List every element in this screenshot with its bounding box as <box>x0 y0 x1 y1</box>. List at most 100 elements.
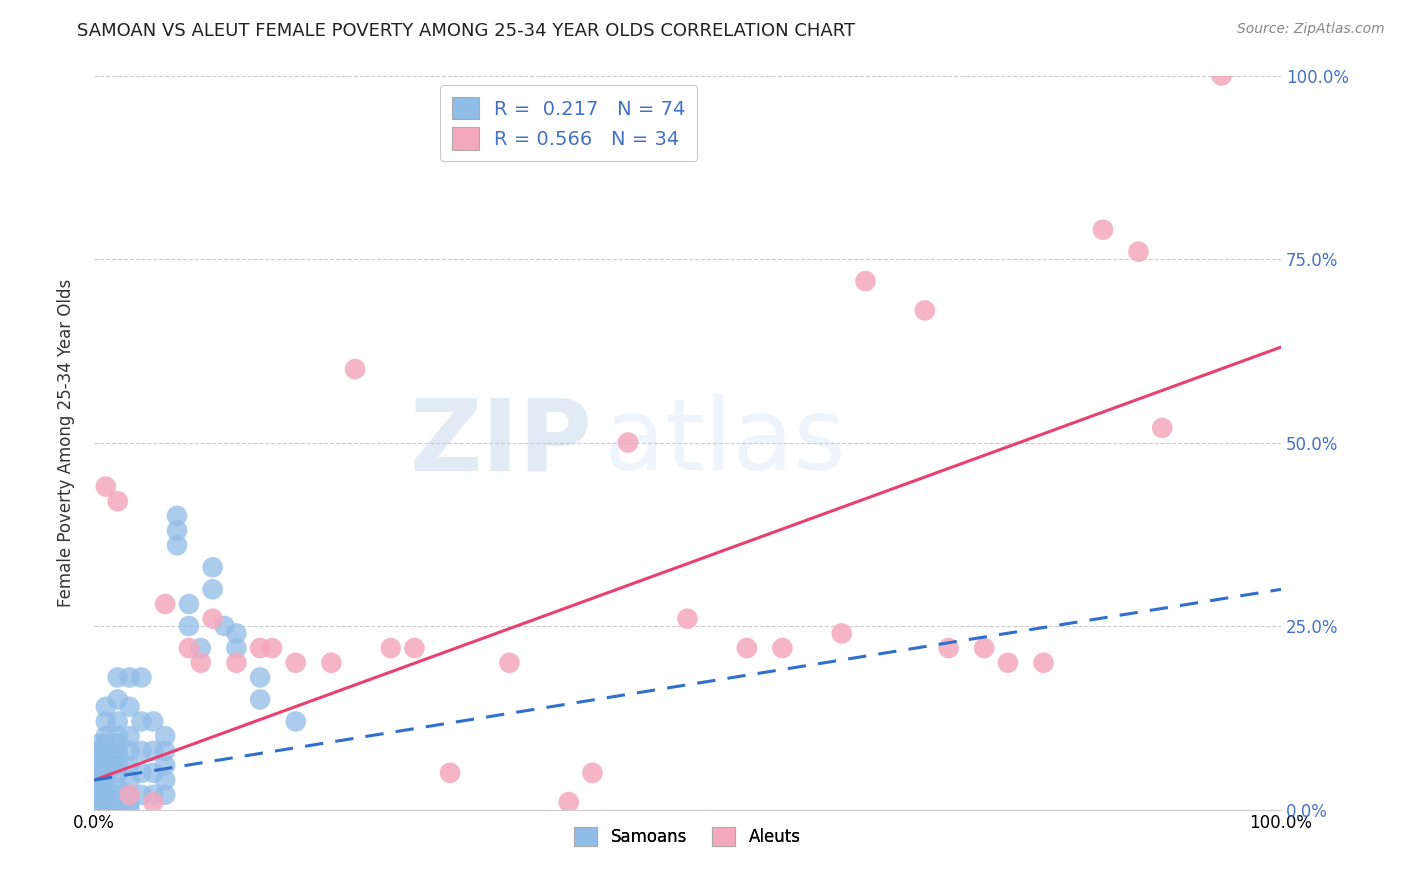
Point <box>89 788 111 802</box>
Point <box>177 619 200 633</box>
Point <box>855 274 877 288</box>
Point <box>142 795 165 809</box>
Point <box>225 656 247 670</box>
Point <box>107 758 129 772</box>
Point <box>94 751 117 765</box>
Point <box>1091 222 1114 236</box>
Point <box>1032 656 1054 670</box>
Point <box>142 714 165 729</box>
Point <box>118 699 141 714</box>
Point <box>89 736 111 750</box>
Point <box>153 758 176 772</box>
Point <box>118 795 141 809</box>
Point <box>1152 421 1174 435</box>
Point <box>938 641 960 656</box>
Point <box>131 788 153 802</box>
Point <box>89 744 111 758</box>
Point <box>94 788 117 802</box>
Point <box>676 612 699 626</box>
Point <box>118 729 141 743</box>
Point <box>89 795 111 809</box>
Point <box>131 765 153 780</box>
Point <box>118 758 141 772</box>
Point <box>1211 69 1233 83</box>
Point <box>94 744 117 758</box>
Point <box>94 736 117 750</box>
Point <box>177 641 200 656</box>
Point <box>344 362 367 376</box>
Point <box>94 729 117 743</box>
Point <box>118 803 141 817</box>
Point <box>1128 244 1150 259</box>
Point <box>118 773 141 788</box>
Point <box>177 597 200 611</box>
Point <box>558 795 581 809</box>
Point <box>89 773 111 788</box>
Point <box>260 641 283 656</box>
Point <box>118 788 141 802</box>
Point <box>107 494 129 508</box>
Point <box>581 765 603 780</box>
Legend: Samoans, Aleuts: Samoans, Aleuts <box>568 820 807 853</box>
Point <box>166 508 188 523</box>
Point <box>380 641 402 656</box>
Point <box>153 788 176 802</box>
Point <box>94 765 117 780</box>
Point <box>118 788 141 802</box>
Point <box>153 729 176 743</box>
Point <box>94 758 117 772</box>
Point <box>107 670 129 684</box>
Text: SAMOAN VS ALEUT FEMALE POVERTY AMONG 25-34 YEAR OLDS CORRELATION CHART: SAMOAN VS ALEUT FEMALE POVERTY AMONG 25-… <box>77 22 855 40</box>
Point <box>201 612 224 626</box>
Text: atlas: atlas <box>605 394 846 491</box>
Point <box>131 744 153 758</box>
Point <box>404 641 426 656</box>
Y-axis label: Female Poverty Among 25-34 Year Olds: Female Poverty Among 25-34 Year Olds <box>58 278 75 607</box>
Point <box>107 803 129 817</box>
Point <box>498 656 520 670</box>
Point <box>153 773 176 788</box>
Point <box>94 780 117 795</box>
Point <box>166 538 188 552</box>
Point <box>439 765 461 780</box>
Point <box>107 780 129 795</box>
Point <box>831 626 853 640</box>
Point <box>249 670 271 684</box>
Point <box>94 795 117 809</box>
Point <box>142 744 165 758</box>
Point <box>89 751 111 765</box>
Point <box>249 692 271 706</box>
Point <box>107 795 129 809</box>
Point <box>225 641 247 656</box>
Text: Source: ZipAtlas.com: Source: ZipAtlas.com <box>1237 22 1385 37</box>
Point <box>201 582 224 597</box>
Point <box>94 699 117 714</box>
Point <box>973 641 995 656</box>
Point <box>166 524 188 538</box>
Point <box>107 765 129 780</box>
Point <box>190 641 212 656</box>
Point <box>107 692 129 706</box>
Point <box>142 788 165 802</box>
Point <box>89 765 111 780</box>
Point <box>107 736 129 750</box>
Point <box>94 479 117 493</box>
Point <box>107 714 129 729</box>
Point <box>153 597 176 611</box>
Point <box>153 744 176 758</box>
Point <box>914 303 936 318</box>
Point <box>89 758 111 772</box>
Point <box>735 641 758 656</box>
Point <box>617 435 640 450</box>
Point <box>118 744 141 758</box>
Point <box>94 714 117 729</box>
Point <box>190 656 212 670</box>
Point <box>107 729 129 743</box>
Point <box>214 619 236 633</box>
Point <box>131 670 153 684</box>
Point <box>321 656 343 670</box>
Point <box>107 788 129 802</box>
Point <box>142 765 165 780</box>
Point <box>107 744 129 758</box>
Point <box>225 626 247 640</box>
